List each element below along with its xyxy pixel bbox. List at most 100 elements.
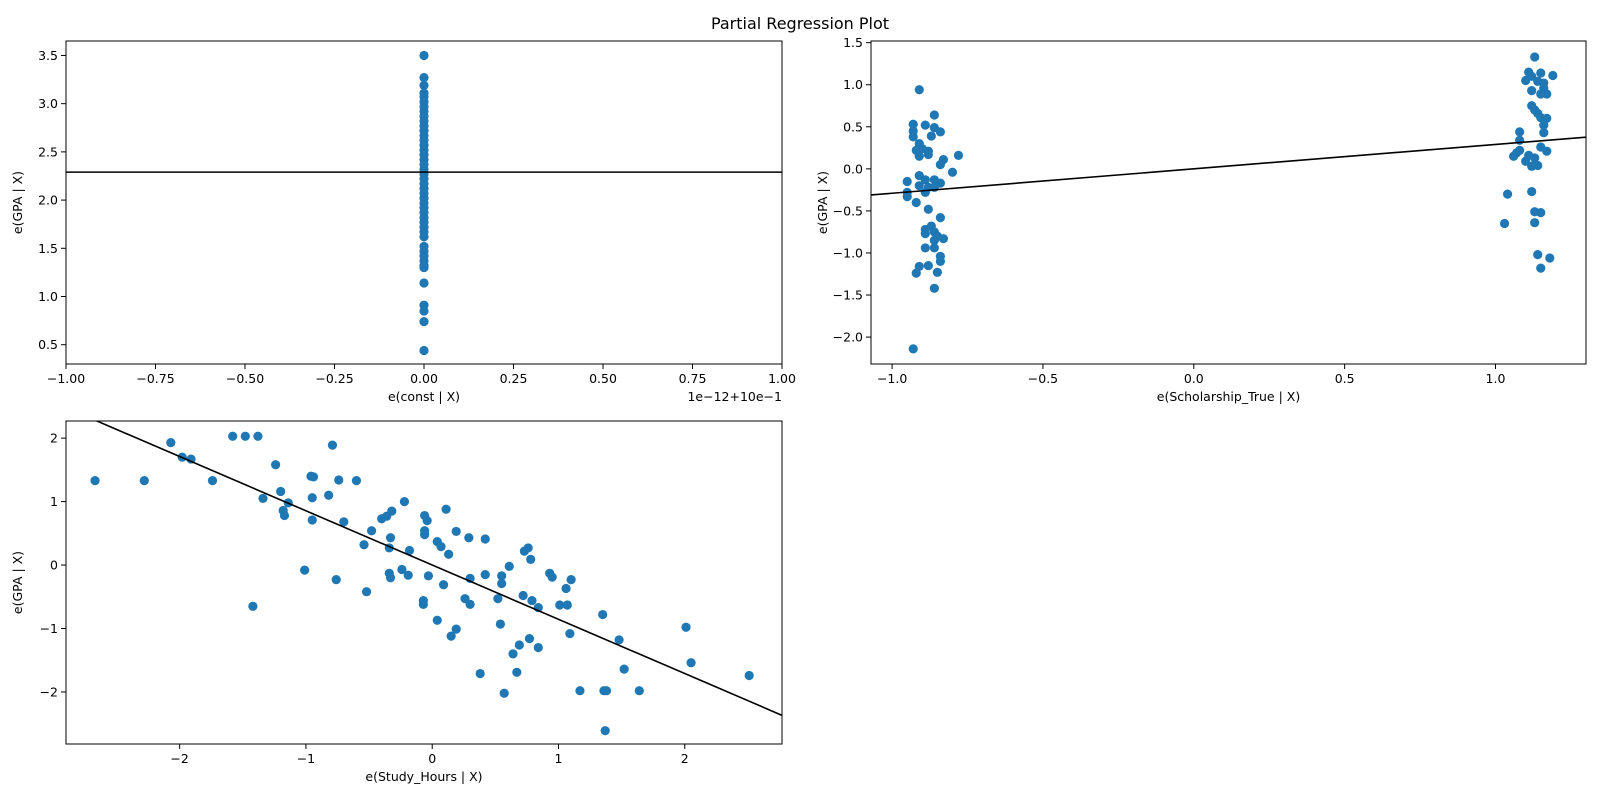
scatter-point <box>902 192 912 202</box>
scatter-point <box>1502 189 1513 199</box>
scatter-point <box>561 583 571 594</box>
scatter-point <box>139 476 149 486</box>
scatter-point <box>619 664 629 674</box>
scatter-point <box>1533 160 1543 171</box>
scatter-point <box>1536 89 1546 99</box>
scatter-point <box>935 127 945 137</box>
scatter-point <box>419 316 429 327</box>
scatter-point <box>271 460 281 470</box>
x-tick-label: −0.75 <box>136 371 174 386</box>
scatter-point <box>1515 127 1525 137</box>
scatter-point <box>1533 250 1543 260</box>
scatter-point <box>307 493 317 503</box>
scatter-point <box>504 561 514 571</box>
scatter-point <box>634 686 644 696</box>
scatter-point <box>464 533 474 543</box>
scatter-point <box>1548 70 1558 81</box>
y-tick-label: 0 <box>50 558 58 573</box>
scatter-point <box>508 649 518 659</box>
scatter-point <box>514 640 524 650</box>
x-tick-label: 0.0 <box>1184 371 1204 386</box>
figure-title: Partial Regression Plot <box>711 14 889 33</box>
scatter-point <box>404 545 415 556</box>
scatter-point <box>258 493 268 504</box>
x-axis-label: e(Study_Hours | X) <box>365 769 482 784</box>
scatter-point <box>614 635 624 645</box>
scatter-point <box>499 688 509 698</box>
x-tick-label: −0.5 <box>1028 371 1058 386</box>
scatter-point <box>920 243 930 253</box>
scatter-point <box>600 726 610 736</box>
scatter-point <box>1527 186 1537 197</box>
scatter-point <box>908 132 918 142</box>
scatter-point <box>565 628 575 639</box>
scatter-point <box>744 670 754 681</box>
scatter-point <box>451 624 461 634</box>
scatter-point <box>480 569 490 580</box>
scatter-point <box>497 578 507 589</box>
y-tick-label: 0.5 <box>38 337 58 352</box>
scatter-point <box>361 587 372 597</box>
scatter-point <box>914 151 924 161</box>
scatter-point <box>1536 263 1546 273</box>
scatter-point <box>420 529 430 540</box>
x-tick-label: 0 <box>428 751 436 766</box>
scatter-point <box>441 504 451 514</box>
scatter-point <box>403 570 413 580</box>
scatter-point <box>493 594 503 604</box>
scatter-point <box>1521 75 1531 86</box>
scatter-point <box>935 256 945 266</box>
scatter-point <box>359 540 369 550</box>
scatter-point <box>566 575 576 585</box>
scatter-point <box>279 510 290 521</box>
scatter-point <box>1539 128 1549 138</box>
scatter-point <box>419 345 429 356</box>
x-tick-label: −2 <box>170 751 188 766</box>
scatter-point <box>446 631 456 641</box>
fit-line <box>871 136 1586 196</box>
x-tick-label: −1 <box>297 751 315 766</box>
scatter-point <box>524 634 535 644</box>
fit-line <box>94 421 782 717</box>
y-tick-label: 1.5 <box>843 35 863 50</box>
scatter-point <box>914 85 924 95</box>
x-axis-label: e(const | X) <box>388 389 460 404</box>
scatter-point <box>432 615 442 625</box>
scatter-point <box>419 306 429 316</box>
scatter-point <box>366 526 377 536</box>
x-tick-label: 1 <box>555 751 563 766</box>
y-tick-label: −2.0 <box>833 330 863 345</box>
scatter-point <box>929 235 939 245</box>
y-axis-label: e(GPA | X) <box>10 171 25 234</box>
scatter-point <box>495 619 505 629</box>
scatter-point <box>444 549 454 559</box>
scatter-point <box>935 213 945 223</box>
y-tick-label: 0.5 <box>843 119 863 134</box>
scatter-point <box>419 73 429 83</box>
x-tick-label: 0.50 <box>589 371 617 386</box>
scatter-point <box>451 526 461 537</box>
y-tick-label: 1.5 <box>38 241 58 256</box>
scatter-point <box>920 187 930 198</box>
axes-frame <box>870 40 1587 365</box>
scatter-point <box>399 496 410 507</box>
scatter-point <box>523 543 533 553</box>
x-tick-label: 0.5 <box>1335 371 1355 386</box>
scatter-point <box>512 667 522 677</box>
const-points <box>419 50 429 356</box>
y-axis-label: e(GPA | X) <box>10 551 25 614</box>
y-tick-label: 3.5 <box>38 48 58 63</box>
x-tick-label: 1.0 <box>1486 371 1506 386</box>
scatter-point <box>419 262 429 273</box>
y-tick-label: −1.5 <box>833 288 863 303</box>
y-tick-label: −1 <box>40 621 58 636</box>
x-tick-label: −1.0 <box>877 371 907 386</box>
scatter-point <box>1536 207 1546 218</box>
y-tick-label: 1.0 <box>38 289 58 304</box>
study-hours-points <box>90 431 754 736</box>
y-tick-label: 3.0 <box>38 96 58 111</box>
scatter-point <box>480 534 490 544</box>
scatter-point <box>419 278 429 288</box>
y-tick-label: 0.0 <box>843 161 863 176</box>
scatter-point <box>923 260 933 271</box>
